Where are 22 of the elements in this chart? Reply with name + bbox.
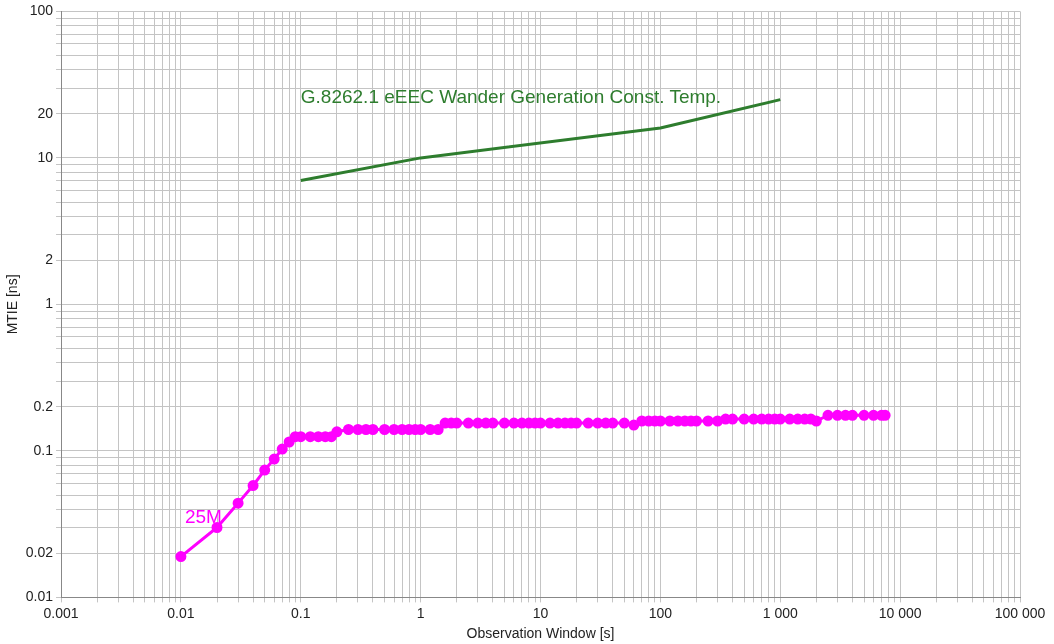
x-axis-title: Observation Window [s] [466, 625, 615, 642]
y-tick-label: 0.02 [25, 544, 54, 561]
series-label: G.8262.1 eEEC Wander Generation Const. Temp. [300, 85, 722, 107]
y-tick-label: 2 [45, 251, 54, 268]
x-tick-label: 0.001 [43, 604, 79, 621]
y-axis-title: MTIE [ns] [4, 274, 21, 335]
x-tick-label: 100 000 [994, 604, 1046, 621]
y-tick-label: 10 [37, 148, 54, 165]
y-tick-label: 0.2 [33, 397, 54, 414]
x-tick-label: 10 [532, 604, 549, 621]
x-tick-label: 1 [416, 604, 425, 621]
x-tick-label: 1 000 [762, 604, 798, 621]
x-tick-label: 100 [648, 604, 673, 621]
x-tick-label: 0.01 [167, 604, 195, 621]
x-tick-label: 10 000 [878, 604, 922, 621]
y-tick-label: 0.1 [33, 441, 54, 458]
y-tick-label: 1 [45, 295, 54, 312]
y-tick-label: 0.01 [25, 588, 54, 605]
series-label: 25M [184, 505, 222, 527]
y-tick-label: 20 [37, 104, 54, 121]
y-tick-label: 100 [29, 2, 54, 19]
x-tick-label: 0.1 [291, 604, 311, 621]
